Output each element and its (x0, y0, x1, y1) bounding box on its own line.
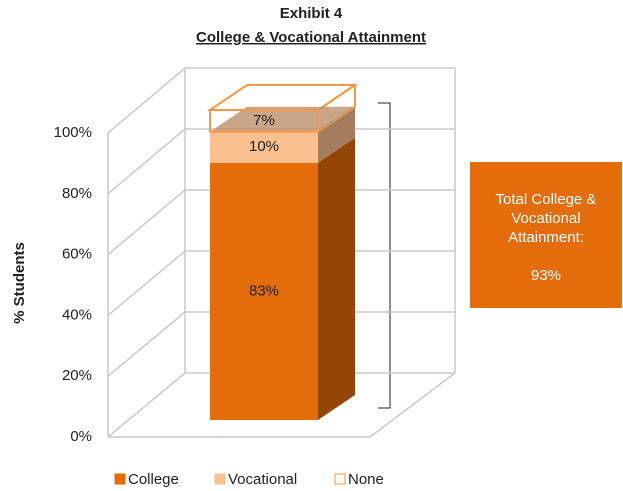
legend-swatch (214, 473, 226, 485)
annotation-text: Total College & Vocational Attainment: (495, 191, 597, 246)
data-label: 83% (249, 282, 279, 299)
y-tick-label: 40% (62, 306, 92, 323)
y-axis-label: % Students (11, 242, 28, 324)
legend-swatch (114, 473, 126, 485)
y-tick-label: 60% (62, 246, 92, 263)
bar-side (318, 106, 355, 163)
legend-label: None (348, 471, 384, 488)
y-tick-label: 100% (54, 124, 92, 141)
bar-side (318, 137, 355, 420)
y-tick-label: 20% (62, 367, 92, 384)
annotation-value: 93% (530, 267, 562, 284)
legend-label: Vocational (228, 471, 297, 488)
y-tick-label: 0% (70, 428, 92, 445)
annotation-box: Total College & Vocational Attainment: 9… (470, 162, 622, 308)
legend-swatch (334, 473, 346, 485)
bracket (378, 102, 391, 409)
grid-line (107, 67, 455, 134)
bar-segment (210, 162, 318, 420)
data-label: 7% (253, 112, 275, 129)
data-label: 10% (249, 138, 279, 155)
chart-title: Exhibit 4 (280, 5, 343, 22)
y-tick-label: 80% (62, 185, 92, 202)
legend-label: College (128, 471, 179, 488)
bar-segment (210, 131, 318, 163)
walls (107, 68, 456, 438)
grid-line (107, 250, 455, 316)
bar-segment (209, 109, 319, 133)
grid-line (107, 189, 455, 256)
grid-line (107, 311, 455, 377)
bar-top (206, 84, 359, 111)
chart-subtitle: College & Vocational Attainment (196, 29, 426, 46)
grid-line (107, 128, 455, 195)
grid-line (107, 372, 455, 438)
